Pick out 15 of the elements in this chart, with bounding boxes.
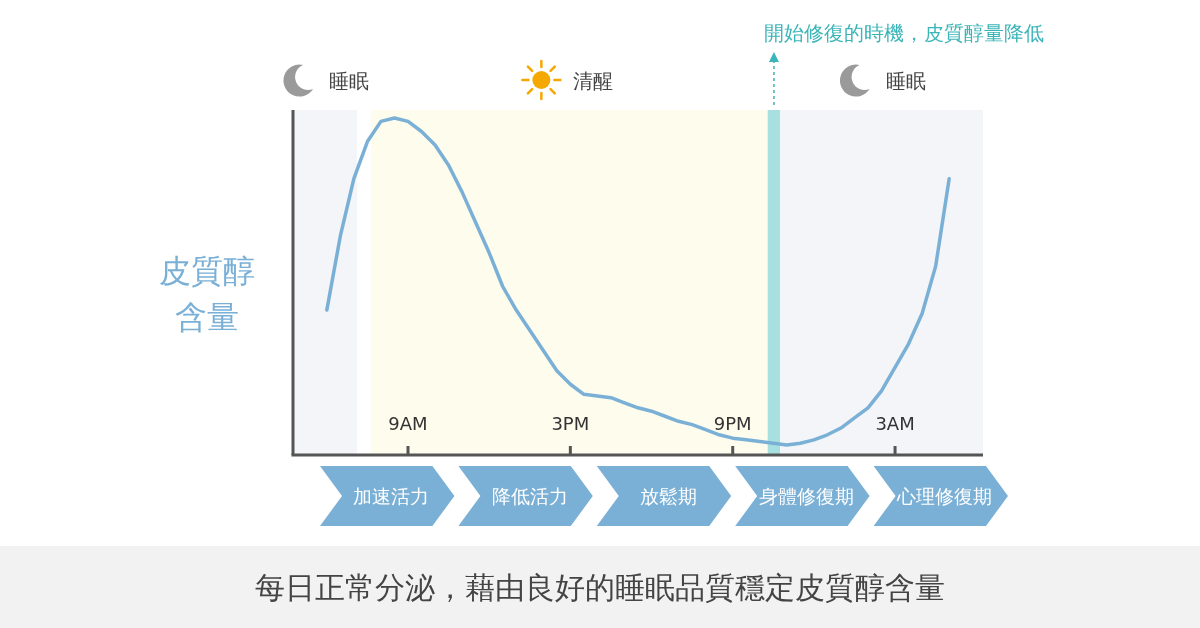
- text: 睡眠: [329, 69, 370, 93]
- text: 開始修復的時機，皮質醇量降低: [763, 21, 1044, 45]
- x-tick-label: 3AM: [875, 413, 915, 434]
- text: 加速活力: [353, 485, 430, 507]
- text: 身體修復期: [758, 485, 854, 507]
- text: 睡眠: [885, 69, 926, 93]
- text: 降低活力: [491, 485, 568, 507]
- text: 每日正常分泌，藉由良好的睡眠品質穩定皮質醇含量: [255, 570, 945, 605]
- text: 放鬆期: [639, 485, 697, 507]
- x-tick-label: 9PM: [713, 413, 752, 434]
- text: 清醒: [573, 69, 614, 93]
- y-axis-title: 皮質醇含量: [159, 252, 255, 336]
- text: 心理修復期: [896, 485, 993, 507]
- x-tick-label: 3PM: [551, 413, 590, 434]
- x-tick-label: 9AM: [388, 413, 428, 434]
